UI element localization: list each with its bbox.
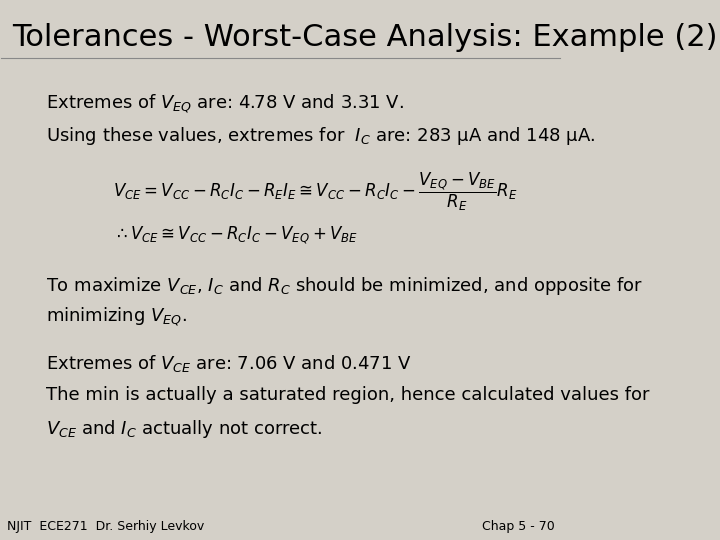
Text: minimizing $V_{EQ}$.: minimizing $V_{EQ}$.	[46, 305, 187, 328]
Text: To maximize $V_{CE}$, $I_C$ and $R_C$ should be minimized, and opposite for: To maximize $V_{CE}$, $I_C$ and $R_C$ sh…	[46, 275, 643, 298]
Text: The min is actually a saturated region, hence calculated values for: The min is actually a saturated region, …	[46, 386, 649, 403]
Text: $V_{CE}$ and $I_C$ actually not correct.: $V_{CE}$ and $I_C$ actually not correct.	[46, 418, 323, 440]
Text: $\therefore V_{CE}\cong V_{CC}-R_CI_C-V_{EQ}+V_{BE}$: $\therefore V_{CE}\cong V_{CC}-R_CI_C-V_…	[113, 224, 358, 246]
Text: Extremes of $V_{EQ}$ are: 4.78 V and 3.31 V.: Extremes of $V_{EQ}$ are: 4.78 V and 3.3…	[46, 93, 404, 116]
Text: Chap 5 - 70: Chap 5 - 70	[482, 520, 554, 533]
Text: NJIT  ECE271  Dr. Serhiy Levkov: NJIT ECE271 Dr. Serhiy Levkov	[7, 520, 204, 533]
Text: Tolerances - Worst-Case Analysis: Example (2): Tolerances - Worst-Case Analysis: Exampl…	[12, 23, 718, 52]
Text: $V_{CE}=V_{CC}-R_CI_C-R_EI_E\cong V_{CC}-R_CI_C-\dfrac{V_{EQ}-V_{BE}}{R_E}R_E$: $V_{CE}=V_{CC}-R_CI_C-R_EI_E\cong V_{CC}…	[113, 171, 518, 213]
Text: Using these values, extremes for  $I_C$ are: 283 μA and 148 μA.: Using these values, extremes for $I_C$ a…	[46, 125, 595, 147]
Text: Extremes of $V_{CE}$ are: 7.06 V and 0.471 V: Extremes of $V_{CE}$ are: 7.06 V and 0.4…	[46, 353, 412, 374]
